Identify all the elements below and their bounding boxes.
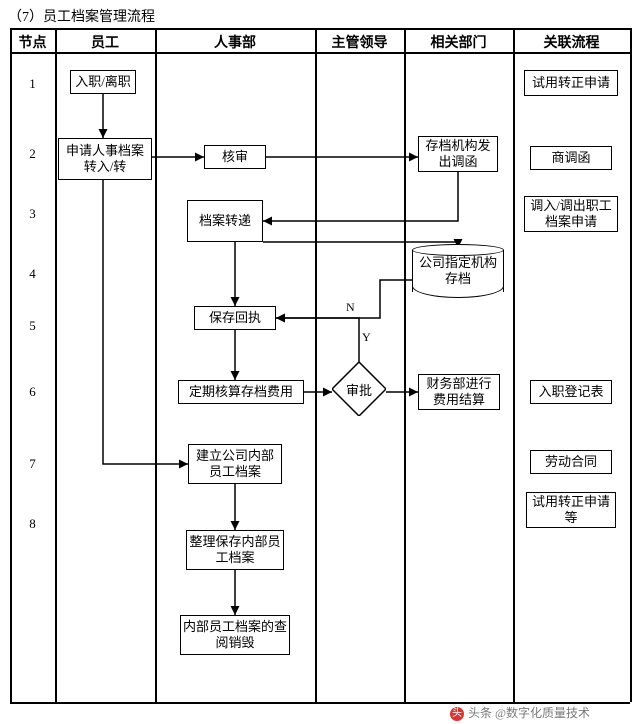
related-box: 调入/调出职工档案申请 [524, 196, 618, 232]
node-issue: 存档机构发出调函 [418, 136, 498, 172]
node-review: 核审 [204, 145, 266, 169]
row-label: 7 [10, 456, 55, 472]
grid-line [404, 28, 406, 702]
connectors [0, 0, 640, 724]
row-label: 4 [10, 266, 55, 282]
node-approve: 审批 [332, 362, 386, 416]
label-n: N [346, 300, 355, 315]
page-title: （7）员工档案管理流程 [8, 6, 155, 26]
node-finance: 财务部进行费用结算 [418, 374, 500, 410]
related-box: 试用转正申请 [524, 70, 618, 96]
grid-line [10, 28, 12, 702]
node-store: 公司指定机构存档 [412, 244, 504, 300]
row-label: 5 [10, 318, 55, 334]
grid-line [315, 28, 317, 702]
related-box: 试用转正申请等 [526, 492, 616, 528]
node-transfer: 档案转递 [187, 200, 263, 242]
col-header-node: 节点 [10, 32, 55, 52]
node-fee: 定期核算存档费用 [178, 380, 304, 404]
col-header-hr: 人事部 [155, 32, 315, 52]
node-approve-text: 审批 [332, 362, 386, 416]
label-y: Y [362, 330, 371, 345]
grid-line [630, 28, 632, 702]
grid-line [10, 28, 630, 30]
watermark-icon: 头 [450, 707, 464, 721]
row-label: 6 [10, 384, 55, 400]
related-box: 入职登记表 [530, 380, 612, 404]
grid-line [155, 28, 157, 702]
related-box: 商调函 [530, 146, 612, 170]
node-entry: 入职/离职 [70, 70, 136, 94]
node-receipt: 保存回执 [194, 306, 276, 330]
node-store-text: 公司指定机构存档 [413, 255, 503, 288]
watermark: 头头条 @数字化质量技术 [450, 704, 590, 721]
col-header-emp: 员工 [55, 32, 155, 52]
grid-line [513, 28, 515, 702]
col-header-lead: 主管领导 [315, 32, 404, 52]
row-label: 2 [10, 146, 55, 162]
row-label: 1 [10, 76, 55, 92]
row-label: 8 [10, 516, 55, 532]
row-label: 3 [10, 206, 55, 222]
col-header-dept: 相关部门 [404, 32, 513, 52]
col-header-rel: 关联流程 [513, 32, 630, 52]
watermark-text: 头条 @数字化质量技术 [468, 706, 590, 720]
related-box: 劳动合同 [530, 450, 612, 474]
node-destroy: 内部员工档案的查阅销毁 [180, 615, 290, 655]
node-build: 建立公司内部员工档案 [188, 444, 282, 484]
flowchart-canvas: （7）员工档案管理流程 节点 员工 人事部 主管领导 相关部门 关联流程 1 2… [0, 0, 640, 724]
grid-line [10, 52, 630, 54]
grid-line [55, 28, 57, 702]
node-apply: 申请人事档案转入/转 [58, 138, 152, 180]
node-sort: 整理保存内部员工档案 [186, 530, 284, 570]
